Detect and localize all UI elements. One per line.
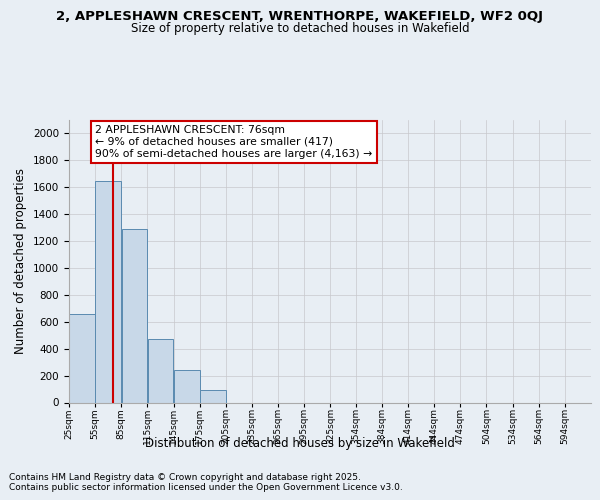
Y-axis label: Number of detached properties: Number of detached properties [14, 168, 28, 354]
Bar [95, 180, 121, 402]
Text: Contains public sector information licensed under the Open Government Licence v3: Contains public sector information licen… [9, 484, 403, 492]
Text: 2, APPLESHAWN CRESCENT, WRENTHORPE, WAKEFIELD, WF2 0QJ: 2, APPLESHAWN CRESCENT, WRENTHORPE, WAKE… [56, 10, 544, 23]
Text: Contains HM Land Registry data © Crown copyright and database right 2025.: Contains HM Land Registry data © Crown c… [9, 472, 361, 482]
Bar [148, 340, 173, 402]
Bar [122, 229, 147, 402]
Text: 2 APPLESHAWN CRESCENT: 76sqm
← 9% of detached houses are smaller (417)
90% of se: 2 APPLESHAWN CRESCENT: 76sqm ← 9% of det… [95, 126, 373, 158]
Bar [200, 390, 226, 402]
Bar [174, 370, 200, 402]
Text: Size of property relative to detached houses in Wakefield: Size of property relative to detached ho… [131, 22, 469, 35]
Bar [69, 314, 95, 402]
Text: Distribution of detached houses by size in Wakefield: Distribution of detached houses by size … [145, 438, 455, 450]
